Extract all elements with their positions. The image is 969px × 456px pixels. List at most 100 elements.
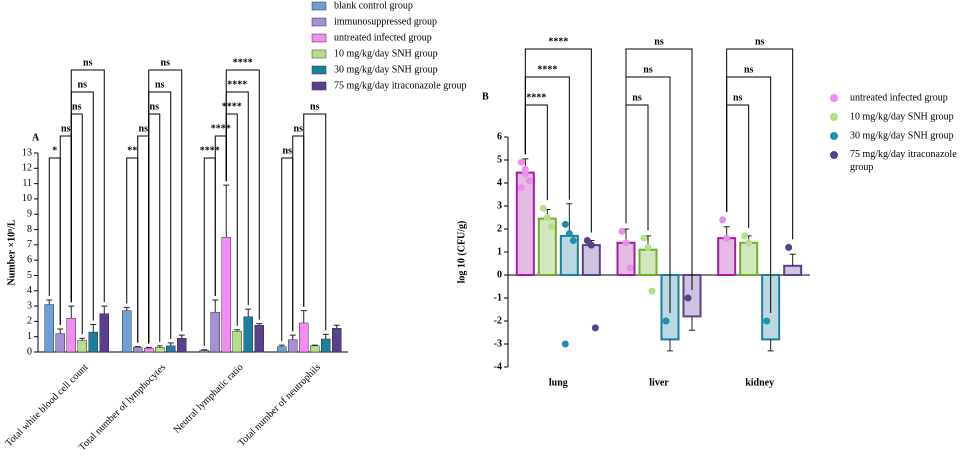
significance-label: ns — [294, 123, 304, 134]
significance-label: **** — [548, 36, 568, 47]
x-tick-label: Total white blood cell count — [3, 362, 90, 449]
error-bar — [767, 339, 774, 352]
bar — [254, 324, 264, 353]
data-point — [569, 237, 577, 244]
bar — [144, 347, 154, 353]
x-tick-label: Neutral lymphatic ratio — [172, 362, 246, 436]
y-tick-label: 7 — [27, 239, 32, 250]
significance-label: ns — [150, 101, 160, 112]
legend-swatch — [830, 132, 838, 140]
data-point — [618, 227, 626, 235]
significance-label: ns — [310, 101, 320, 112]
data-point — [517, 184, 525, 192]
significance-label: ns — [733, 92, 743, 103]
significance-label: ns — [61, 123, 71, 134]
data-point — [662, 317, 670, 325]
legend-label: untreated infected group — [850, 92, 948, 103]
data-point — [723, 234, 731, 242]
error-bar — [201, 349, 208, 351]
bar — [277, 346, 287, 353]
bar — [243, 316, 253, 353]
data-point — [583, 237, 591, 244]
significance-bracket — [148, 69, 183, 344]
error-bar — [156, 345, 163, 348]
significance-bracket — [726, 48, 794, 240]
significance-label: **** — [211, 123, 231, 134]
panel-label: B — [482, 91, 489, 102]
data-point — [561, 340, 569, 348]
bar — [77, 340, 87, 353]
y-tick-label: 10 — [22, 193, 32, 204]
data-point — [763, 317, 771, 325]
bar — [332, 328, 342, 353]
y-tick-label: 0 — [497, 269, 502, 280]
significance-label: ** — [127, 145, 137, 156]
panel-label: A — [32, 132, 40, 143]
significance-label: ns — [78, 79, 88, 90]
data-point — [547, 223, 555, 231]
significance-bracket — [303, 113, 327, 331]
bar — [739, 241, 759, 277]
data-point — [521, 170, 529, 178]
error-bar — [46, 299, 53, 305]
legend-swatch — [311, 17, 327, 27]
legend-swatch — [311, 33, 327, 43]
y-tick-label: 0 — [27, 346, 32, 357]
y-tick-label: 12 — [22, 163, 32, 174]
data-point — [587, 241, 595, 249]
data-point — [648, 287, 656, 295]
significance-bracket — [225, 69, 260, 320]
significance-label: **** — [526, 92, 546, 103]
y-axis-label: log 10 (CFU/g) — [456, 221, 467, 284]
bar — [99, 313, 109, 353]
data-point — [719, 216, 727, 224]
x-tick-label: Total number of lymphocytes — [77, 362, 168, 453]
legend-swatch — [830, 113, 838, 121]
error-bar — [223, 184, 230, 238]
y-tick-label: 5 — [27, 270, 32, 281]
significance-bracket — [292, 135, 305, 332]
bar — [55, 333, 65, 353]
bar — [783, 264, 803, 276]
data-point — [517, 158, 525, 166]
error-bar — [689, 316, 695, 331]
bar — [210, 311, 220, 353]
significance-label: ns — [155, 79, 165, 90]
significance-label: **** — [227, 79, 247, 90]
legend-label: 75 mg/kg/day itraconazole group — [334, 80, 466, 91]
y-tick-label: 3 — [497, 200, 502, 211]
significance-label: ns — [72, 101, 82, 112]
significance-bracket — [137, 135, 150, 344]
data-point — [565, 230, 573, 238]
x-tick-label: kidney — [745, 377, 774, 388]
y-tick-label: 1 — [27, 331, 32, 342]
significance-label: **** — [222, 101, 242, 112]
legend-swatch — [311, 81, 327, 91]
significance-label: ns — [654, 36, 664, 47]
data-point — [741, 232, 749, 240]
x-tick-label: liver — [649, 377, 669, 388]
y-tick-label: 2 — [27, 316, 32, 327]
legend-label: 75 mg/kg/day itraconazole group — [850, 149, 957, 173]
data-point — [644, 243, 652, 251]
error-bar — [256, 323, 263, 326]
significance-label: ns — [643, 64, 653, 75]
significance-label: ns — [755, 36, 765, 47]
y-tick-label: -2 — [494, 315, 502, 326]
significance-bracket — [70, 113, 83, 335]
data-point — [543, 214, 551, 221]
data-point — [539, 204, 547, 212]
bar — [122, 310, 132, 353]
y-tick-label: 6 — [27, 254, 32, 265]
y-axis-label: Number ×10⁹/L — [6, 219, 17, 285]
bar — [166, 345, 176, 353]
error-bar — [311, 344, 318, 346]
bar — [288, 339, 298, 353]
significance-label: **** — [537, 64, 557, 75]
bar — [44, 304, 54, 353]
error-bar — [667, 339, 673, 352]
data-point — [525, 177, 533, 185]
bar — [177, 337, 187, 353]
bar — [581, 244, 601, 277]
